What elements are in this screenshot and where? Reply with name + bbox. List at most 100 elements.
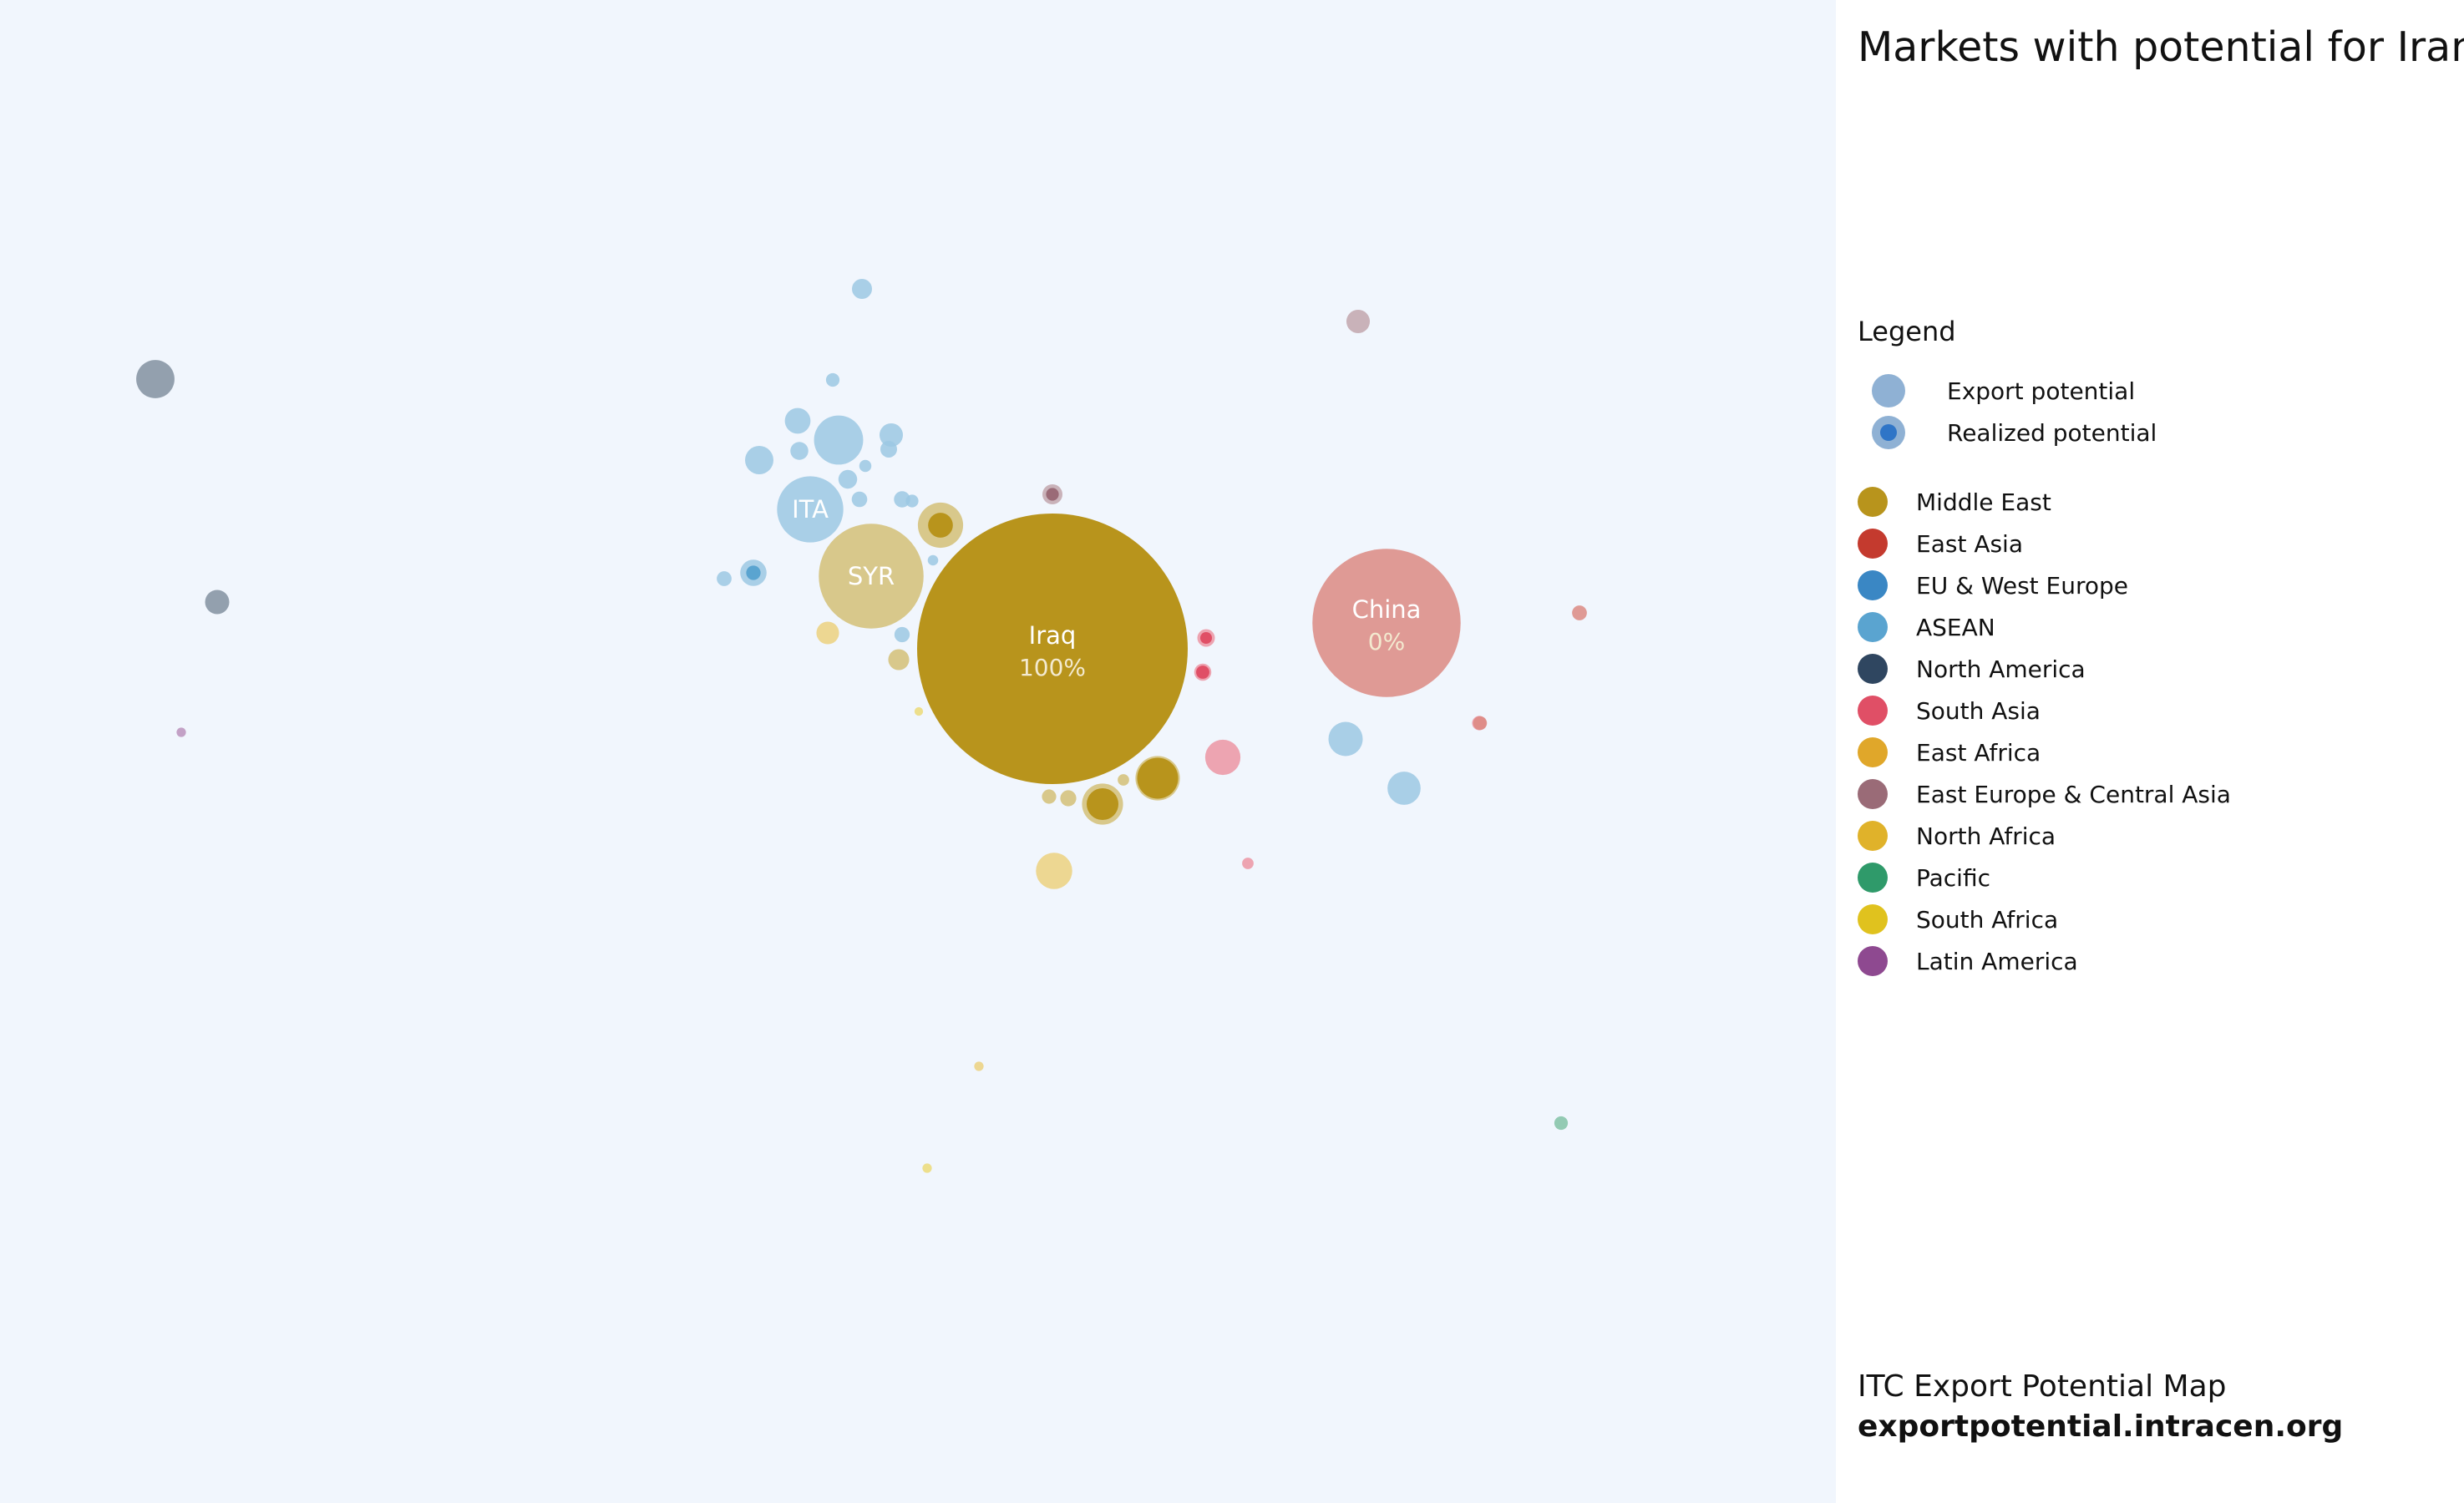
region-color-swatch [1858, 946, 1888, 976]
region-color-swatch [1858, 487, 1888, 517]
region-color-swatch [1858, 821, 1888, 851]
realized-potential-marker [1046, 488, 1059, 501]
market-bubble[interactable] [888, 649, 910, 671]
market-bubble[interactable] [819, 524, 924, 629]
footer-source: ITC Export Potential Map [1858, 1369, 2227, 1404]
legend-label: East Europe & Central Asia [1916, 780, 2231, 808]
market-bubble[interactable] [859, 459, 872, 473]
region-color-swatch [1858, 570, 1888, 600]
legend-label: North Africa [1916, 822, 2056, 850]
realized-potential-marker [1137, 757, 1179, 799]
region-color-swatch [1858, 654, 1888, 684]
legend-label: Export potential [1947, 377, 2136, 405]
market-bubble[interactable] [1554, 1116, 1569, 1131]
region-color-swatch [1858, 696, 1888, 726]
realized-potential-marker [1196, 665, 1209, 679]
market-bubble[interactable] [1242, 858, 1254, 869]
legend-heading: Legend [1858, 316, 1956, 347]
legend-item-region[interactable]: South Asia [1858, 692, 2041, 729]
legend-label: Latin America [1916, 947, 2078, 975]
legend-label: North America [1916, 655, 2086, 683]
market-bubble[interactable] [894, 491, 910, 508]
market-bubble[interactable] [205, 590, 230, 615]
realized-potential-marker [1199, 631, 1213, 645]
chart-title: Markets with potential for Iran, Islamic… [1858, 23, 2464, 71]
market-bubble[interactable] [1387, 772, 1421, 805]
region-color-swatch [1858, 737, 1888, 767]
legend-label: South Asia [1916, 696, 2041, 725]
bubble-label: Iraq [1029, 621, 1077, 650]
market-bubble[interactable] [851, 278, 873, 300]
legend-label: East Africa [1916, 738, 2041, 767]
market-bubble[interactable] [851, 491, 868, 508]
legend-label: South Africa [1916, 905, 2059, 934]
market-bubble[interactable] [825, 372, 840, 387]
legend-item-region[interactable]: North America [1858, 650, 2086, 687]
bubble-chart-svg: Iraq 100% China 0% SYR ITA [136, 278, 1587, 1173]
legend-item-region[interactable]: East Europe & Central Asia [1858, 776, 2231, 812]
legend-item-region[interactable]: East Asia [1858, 525, 2023, 562]
legend-label: EU & West Europe [1916, 571, 2129, 600]
realized-potential-marker [746, 565, 761, 580]
market-bubble[interactable] [880, 441, 897, 458]
market-bubble[interactable] [1572, 605, 1587, 620]
market-bubble[interactable] [917, 514, 1188, 784]
market-bubble[interactable] [1036, 853, 1072, 889]
market-bubble[interactable] [838, 469, 858, 489]
market-bubble[interactable] [745, 446, 773, 474]
legend-item-region[interactable]: EU & West Europe [1858, 567, 2128, 604]
market-bubble[interactable] [784, 407, 811, 434]
market-bubble[interactable] [1473, 716, 1488, 731]
realized-potential-icon [1872, 416, 1905, 449]
legend-item-region[interactable]: East Africa [1858, 734, 2041, 771]
legend-item-realized-potential[interactable]: Realized potential [1858, 414, 2157, 451]
market-bubble[interactable] [1346, 309, 1371, 334]
bubble-label: SYR [848, 562, 895, 590]
market-bubble[interactable] [922, 1163, 932, 1173]
legend-label: ASEAN [1916, 613, 1995, 641]
market-bubble[interactable] [1042, 789, 1057, 804]
legend-label: East Asia [1916, 529, 2023, 558]
legend-item-region[interactable]: North Africa [1858, 817, 2056, 854]
bubble-label: China [1352, 595, 1422, 624]
legend-item-region[interactable]: ASEAN [1858, 609, 1995, 645]
market-bubble[interactable] [905, 494, 919, 508]
market-bubble[interactable] [1312, 549, 1461, 697]
region-color-swatch [1858, 904, 1888, 934]
region-color-swatch [1858, 863, 1888, 893]
market-bubble[interactable] [1060, 790, 1077, 807]
market-bubble[interactable] [136, 360, 175, 398]
market-bubble[interactable] [816, 621, 839, 645]
bubble-chart-area: Iraq 100% China 0% SYR ITA [136, 278, 1587, 1173]
region-color-swatch [1858, 612, 1888, 642]
realized-potential-marker [928, 513, 953, 538]
market-bubble[interactable] [1328, 721, 1363, 757]
region-color-swatch [1858, 529, 1888, 559]
market-bubble[interactable] [777, 476, 844, 543]
legend-label: Realized potential [1947, 418, 2157, 447]
market-bubble[interactable] [176, 727, 186, 737]
side-panel: Markets with potential for Iran, Islamic… [1836, 0, 2464, 1503]
market-bubble[interactable] [1118, 774, 1129, 786]
footer-url[interactable]: exportpotential.intracen.org [1858, 1409, 2344, 1444]
legend-item-region[interactable]: Pacific [1858, 859, 1990, 896]
market-bubble[interactable] [717, 571, 732, 586]
legend-item-region[interactable]: South Africa [1858, 901, 2058, 938]
export-potential-icon [1872, 374, 1905, 407]
market-bubble[interactable] [790, 442, 809, 460]
market-bubble[interactable] [1204, 739, 1241, 776]
market-bubble[interactable] [927, 554, 939, 566]
legend-item-region[interactable]: Middle East [1858, 483, 2051, 520]
legend-label: Pacific [1916, 863, 1990, 892]
bubble-percentage-label: 0% [1368, 628, 1405, 655]
market-bubble[interactable] [894, 626, 910, 643]
market-bubble[interactable] [879, 423, 904, 448]
legend-item-region[interactable]: Latin America [1858, 943, 2078, 979]
bubble-percentage-label: 100% [1019, 654, 1086, 681]
legend-item-export-potential[interactable]: Export potential [1858, 372, 2135, 409]
market-bubble[interactable] [914, 706, 924, 716]
market-bubble[interactable] [814, 415, 864, 465]
market-bubble[interactable] [974, 1061, 984, 1071]
bubble-label: ITA [792, 495, 829, 524]
region-color-swatch [1858, 779, 1888, 809]
